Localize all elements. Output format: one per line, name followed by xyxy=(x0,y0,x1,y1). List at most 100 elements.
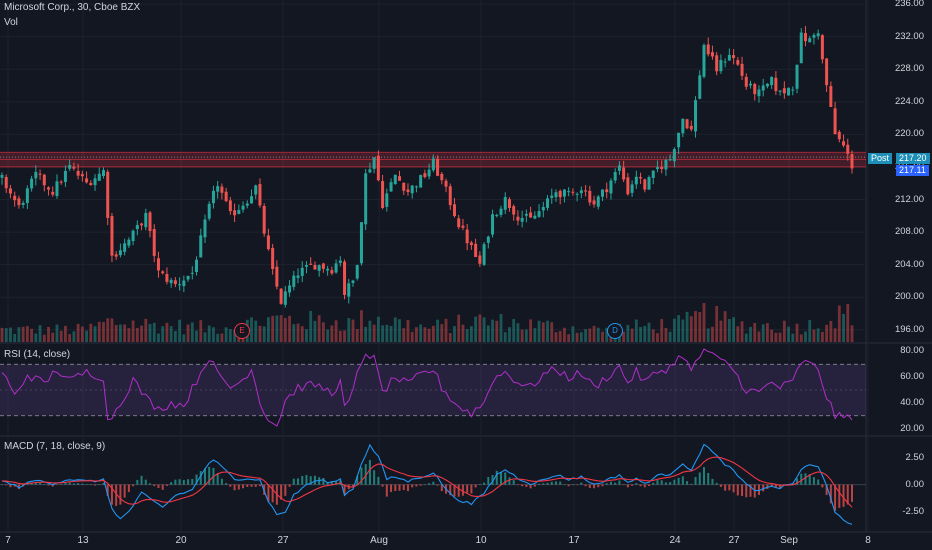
candle xyxy=(757,89,761,97)
volume-bar xyxy=(216,333,220,342)
macd-histogram-bar xyxy=(694,477,697,485)
macd-histogram-bar xyxy=(149,483,152,485)
macd-histogram-bar xyxy=(453,484,456,497)
macd-histogram-bar xyxy=(77,483,80,485)
candle xyxy=(216,186,220,192)
candle xyxy=(812,35,816,38)
macd-histogram-bar xyxy=(542,483,545,485)
macd-histogram-bar xyxy=(817,479,820,485)
symbol-title: Microsoft Corp., 30, Cboe BZX xyxy=(4,2,141,13)
candle xyxy=(4,177,8,189)
volume-bar xyxy=(740,321,744,342)
volume-bar xyxy=(639,326,642,342)
candle xyxy=(414,186,418,188)
macd-histogram-bar xyxy=(89,484,92,485)
dividend-event-icon[interactable]: D xyxy=(607,323,623,339)
candle xyxy=(778,90,782,92)
macd-histogram-bar xyxy=(521,484,524,487)
macd-histogram-bar xyxy=(34,482,37,485)
candle xyxy=(626,177,630,195)
volume-bar xyxy=(698,311,702,342)
candle xyxy=(169,279,173,284)
candle xyxy=(516,216,520,221)
macd-histogram-bar xyxy=(1,484,3,486)
candle xyxy=(85,178,89,183)
candle xyxy=(630,184,634,193)
macd-histogram-bar xyxy=(728,484,731,491)
candle xyxy=(694,100,698,132)
time-axis-label: 27 xyxy=(277,535,289,546)
candle xyxy=(288,285,292,293)
macd-histogram-bar xyxy=(525,484,528,487)
volume-bar xyxy=(833,328,837,342)
volume-bar xyxy=(715,305,719,342)
volume-bar xyxy=(406,320,410,342)
macd-histogram-bar xyxy=(821,484,824,488)
macd-histogram-bar xyxy=(474,484,477,488)
volume-bar xyxy=(546,320,549,342)
macd-histogram-bar xyxy=(779,484,782,489)
candle xyxy=(80,174,84,177)
volume-bar xyxy=(385,324,389,342)
candle xyxy=(76,170,80,176)
volume-bar xyxy=(766,323,769,342)
macd-histogram-bar xyxy=(43,484,46,485)
time-axis-label: 13 xyxy=(77,535,89,546)
earnings-event-icon[interactable]: E xyxy=(234,323,250,339)
macd-histogram-bar xyxy=(309,476,312,485)
candle xyxy=(491,214,495,235)
volume-bar xyxy=(85,330,88,342)
candle xyxy=(47,187,51,190)
candle xyxy=(385,193,389,207)
macd-histogram-bar xyxy=(140,475,143,485)
candle xyxy=(279,288,283,304)
volume-bar xyxy=(672,318,676,342)
volume-bar xyxy=(533,328,537,342)
price-axis-label: 208.00 xyxy=(894,226,924,238)
volume-bar xyxy=(837,305,841,342)
volume-bar xyxy=(364,326,368,342)
candle xyxy=(144,212,148,228)
volume-bar xyxy=(694,311,697,342)
volume-bar xyxy=(338,330,342,342)
volume-bar xyxy=(702,303,706,342)
volume-bar xyxy=(309,310,313,342)
macd-histogram-bar xyxy=(132,484,135,487)
volume-bar xyxy=(495,320,499,342)
volume-bar xyxy=(554,332,558,342)
volume-bar xyxy=(584,329,587,342)
macd-histogram-bar xyxy=(81,483,84,485)
macd-histogram-bar xyxy=(838,484,841,508)
macd-histogram-bar xyxy=(60,484,63,485)
volume-bar xyxy=(292,324,296,342)
macd-histogram-bar xyxy=(377,476,380,485)
time-axis-label: 24 xyxy=(669,535,681,546)
price-axis-label: 212.00 xyxy=(894,193,924,205)
candle xyxy=(592,200,596,205)
time-axis-label: Aug xyxy=(370,535,388,546)
candle xyxy=(816,33,820,37)
volume-bar xyxy=(829,320,833,342)
candle xyxy=(791,89,795,91)
candle xyxy=(499,208,503,215)
macd-histogram-bar xyxy=(639,484,642,487)
volume-bar xyxy=(51,332,55,342)
macd-histogram-bar xyxy=(436,484,439,486)
volume-bar xyxy=(398,319,401,342)
candle xyxy=(774,77,778,92)
macd-histogram-bar xyxy=(216,473,219,485)
volume-bar xyxy=(275,315,279,342)
macd-histogram-bar xyxy=(208,466,211,485)
macd-histogram-bar xyxy=(373,470,376,485)
price-axis-label: 228.00 xyxy=(894,63,924,75)
macd-histogram-bar xyxy=(834,484,837,511)
macd-histogram-bar xyxy=(762,484,765,492)
rsi-label: RSI (14, close) xyxy=(4,349,71,360)
volume-bar xyxy=(808,320,812,342)
macd-histogram-bar xyxy=(736,484,739,496)
macd-histogram-bar xyxy=(626,484,629,488)
candle xyxy=(21,202,25,205)
volume-bar xyxy=(38,325,42,342)
volume-bar xyxy=(778,332,782,342)
